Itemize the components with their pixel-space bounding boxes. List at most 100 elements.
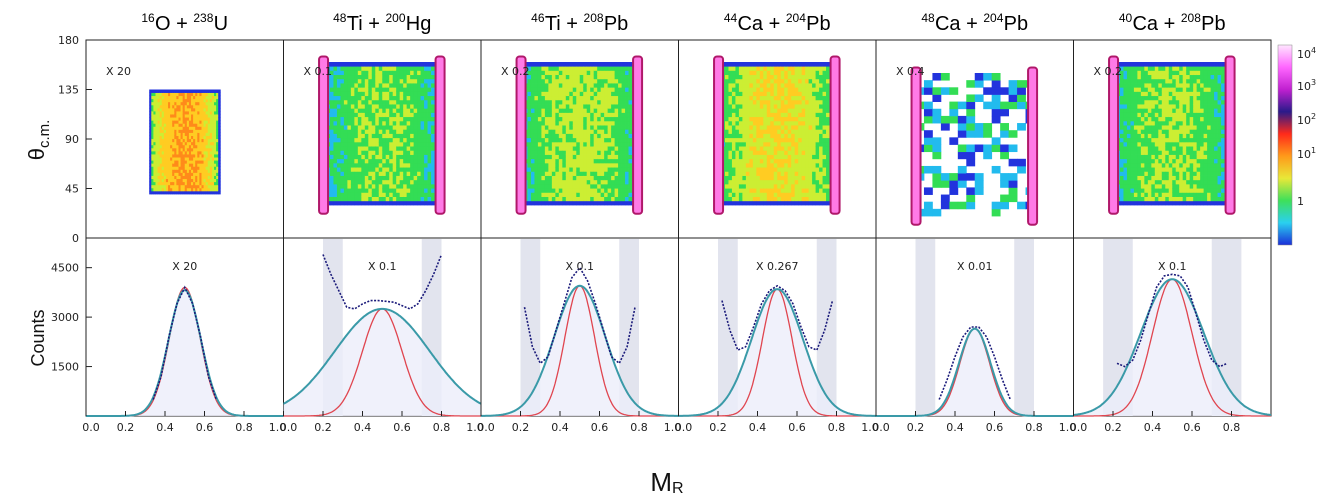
heatmap-cell xyxy=(193,101,196,106)
heatmap-cell xyxy=(537,116,542,122)
heatmap-cell xyxy=(614,129,619,134)
heatmap-cell xyxy=(159,123,163,127)
heatmap-cell xyxy=(551,179,556,185)
heatmap-cell xyxy=(211,132,215,137)
heatmap-cell xyxy=(541,179,546,185)
heatmap-cell xyxy=(579,99,584,105)
heatmap-cell xyxy=(153,166,156,170)
heatmap-cell xyxy=(371,83,376,88)
heatmap-cell xyxy=(1008,130,1018,138)
heatmap-cell xyxy=(427,95,432,101)
heatmap-cell xyxy=(826,66,830,71)
heatmap-cell xyxy=(336,175,341,181)
heatmap-cell xyxy=(759,116,764,122)
heatmap-cell xyxy=(530,133,535,139)
heatmap-cell xyxy=(182,95,186,100)
heatmap-cell xyxy=(197,147,200,152)
heatmap-cell xyxy=(738,108,743,113)
heatmap-cell xyxy=(385,120,390,126)
heatmap-cell xyxy=(565,188,570,193)
heatmap-cell xyxy=(618,192,622,197)
heatmap-cell xyxy=(211,126,215,130)
heatmap-cell xyxy=(819,104,823,109)
heatmap-cell xyxy=(392,188,397,193)
heatmap-cell xyxy=(172,166,175,170)
heatmap-cell xyxy=(1126,158,1131,164)
heatmap-cell xyxy=(406,150,411,155)
heatmap-cell xyxy=(735,192,740,197)
heatmap-cell xyxy=(340,70,345,76)
heatmap-cell xyxy=(618,125,622,130)
heatmap-cell xyxy=(193,114,196,118)
heatmap-cell xyxy=(336,108,341,113)
heatmap-cell xyxy=(544,125,549,130)
heatmap-cell xyxy=(1126,179,1131,185)
heatmap-cell xyxy=(801,175,806,181)
heatmap-cell xyxy=(424,154,428,160)
heatmap-cell xyxy=(801,78,806,84)
heatmap-cell xyxy=(382,116,387,122)
heatmap-cell xyxy=(966,187,976,195)
heatmap-cell xyxy=(392,154,397,160)
heatmap-cell xyxy=(389,74,394,80)
heatmap-cell xyxy=(621,171,626,176)
heatmap-cell xyxy=(161,95,165,100)
heatmap-cell xyxy=(389,116,394,122)
heatmap-cell xyxy=(555,141,560,147)
heatmap-cell xyxy=(548,146,553,151)
heatmap-cell xyxy=(728,137,733,143)
heatmap-cell xyxy=(544,200,549,206)
heatmap-cell xyxy=(340,74,345,80)
heatmap-cell xyxy=(791,108,796,113)
heatmap-cell xyxy=(530,129,535,134)
heatmap-cell xyxy=(614,137,619,143)
heatmap-cell xyxy=(728,188,733,193)
heatmap-cell xyxy=(178,181,181,186)
heatmap-cell xyxy=(784,125,789,130)
heatmap-cell xyxy=(389,196,394,202)
heatmap-cell xyxy=(572,154,577,160)
heatmap-cell xyxy=(1000,144,1010,153)
heatmap-cell xyxy=(555,87,560,92)
heatmap-cell xyxy=(410,112,415,118)
heatmap-cell xyxy=(336,146,341,151)
heatmap-cell xyxy=(808,125,813,130)
heatmap-cell xyxy=(385,200,390,206)
heatmap-cell xyxy=(527,150,532,155)
heatmap-cell xyxy=(333,162,338,168)
heatmap-cell xyxy=(618,141,622,147)
heatmap-cell xyxy=(191,101,194,106)
heatmap-cell xyxy=(343,141,348,147)
heatmap-cell xyxy=(153,114,156,118)
heatmap-cell xyxy=(597,95,602,101)
heatmap-cell xyxy=(749,108,754,113)
heatmap-cell xyxy=(787,183,792,189)
heatmap-cell xyxy=(205,163,209,167)
heatmap-cell xyxy=(410,200,415,206)
heatmap-cell xyxy=(149,160,152,164)
heatmap-cell xyxy=(826,183,830,189)
heatmap-cell xyxy=(749,129,754,134)
heatmap-cell xyxy=(382,137,387,143)
heatmap-cell xyxy=(527,87,532,92)
heatmap-cell xyxy=(614,99,619,105)
heatmap-cell xyxy=(784,158,789,164)
heatmap-cell xyxy=(182,114,186,118)
heatmap-cell xyxy=(354,83,359,88)
heatmap-cell xyxy=(1130,137,1135,143)
heatmap-cell xyxy=(756,87,761,92)
heatmap-cell xyxy=(371,129,376,134)
heatmap-cell xyxy=(607,74,612,80)
heatmap-cell xyxy=(819,171,823,176)
heatmap-cell xyxy=(385,62,390,67)
heatmap-cell xyxy=(815,125,820,130)
heatmap-cell xyxy=(151,141,154,146)
heatmap-cell xyxy=(625,171,629,176)
heatmap-cell xyxy=(551,183,556,189)
heatmap-cell xyxy=(600,192,605,197)
heatmap-cell xyxy=(343,125,348,130)
heatmap-cell xyxy=(199,157,202,161)
heatmap-cell xyxy=(600,175,605,181)
heatmap-cell xyxy=(957,101,967,110)
